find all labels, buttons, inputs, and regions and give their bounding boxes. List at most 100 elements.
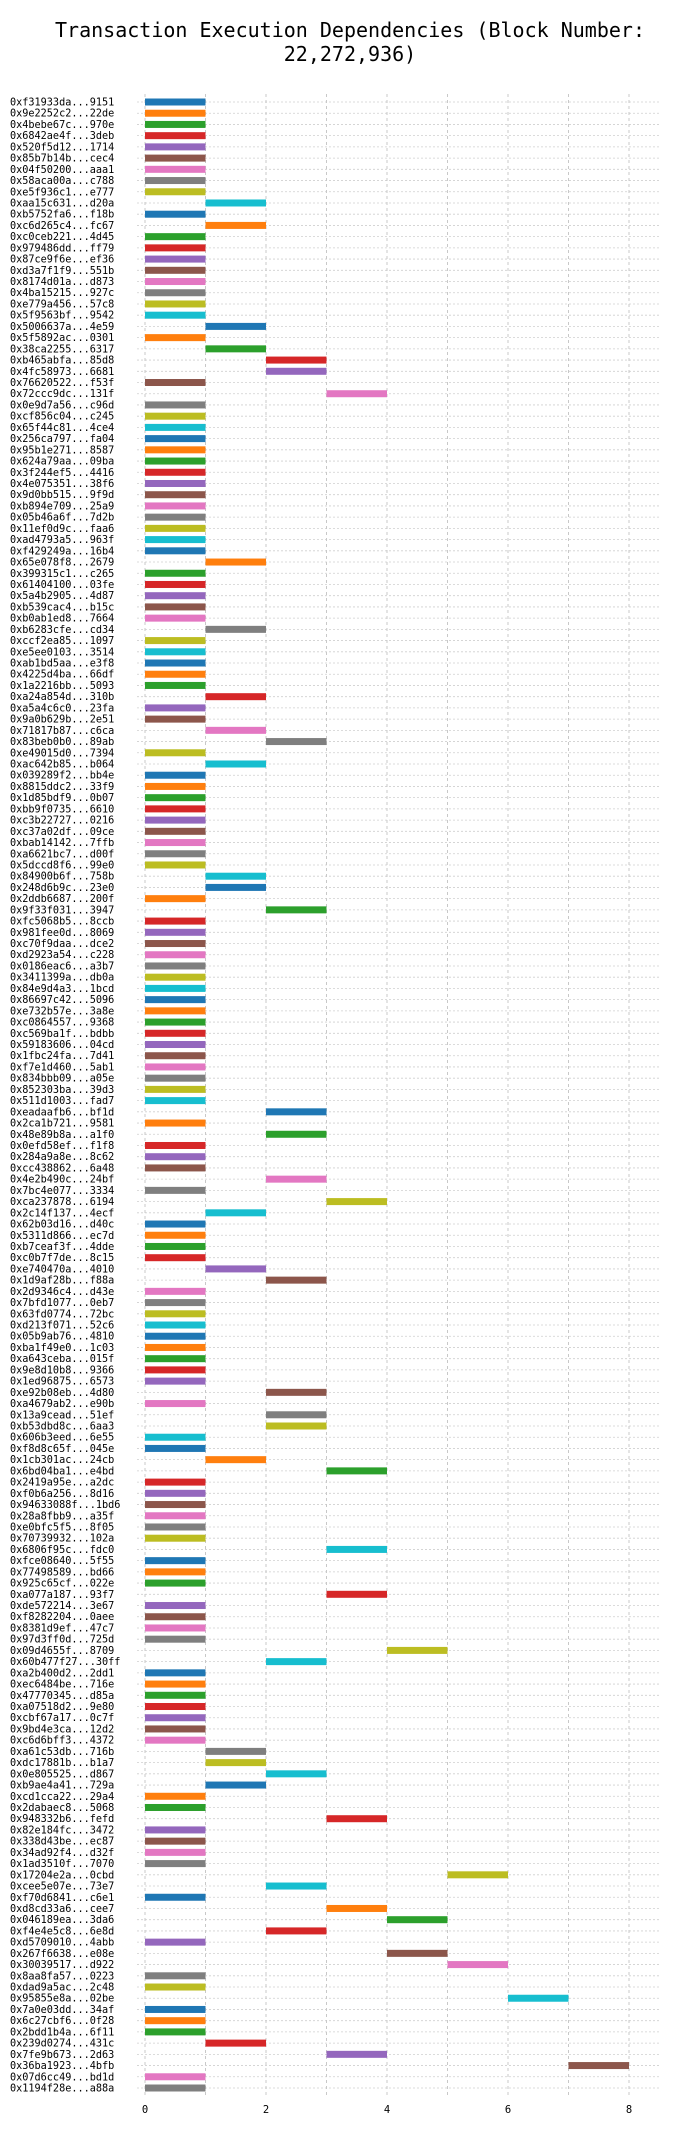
- dependency-bar: [145, 1579, 206, 1587]
- transaction-label: 0x61404100...03fe: [10, 580, 114, 591]
- transaction-label: 0x34ad92f4...d32f: [10, 1848, 114, 1859]
- dependency-bar: [145, 637, 206, 645]
- dependency-bar: [145, 547, 206, 555]
- transaction-label: 0x1fbc24fa...7d41: [10, 1051, 114, 1062]
- transaction-label: 0x84900b6f...758b: [10, 872, 114, 883]
- transaction-label: 0x8815ddc2...33f9: [10, 782, 114, 793]
- transaction-label: 0xaa15c631...d20a: [10, 198, 114, 209]
- dependency-bar: [205, 883, 266, 891]
- transaction-label: 0x2dabaec8...5068: [10, 1803, 114, 1814]
- dependency-bar: [266, 1130, 327, 1138]
- dependency-bar: [145, 1938, 206, 1946]
- dependency-bar: [145, 300, 206, 308]
- transaction-label: 0xeadaafb6...bf1d: [10, 1107, 114, 1118]
- transaction-label: 0x1d85bdf9...0b07: [10, 793, 114, 804]
- transaction-label: 0x9f33f031...3947: [10, 905, 114, 916]
- transaction-label: 0xb5752fa6...f18b: [10, 210, 114, 221]
- dependency-bar: [145, 1007, 206, 1015]
- dependency-bar: [145, 1041, 206, 1049]
- transaction-label: 0x95b1e271...8587: [10, 445, 114, 456]
- transaction-label: 0x8381d9ef...47c7: [10, 1623, 114, 1634]
- transaction-label: 0x981fee0d...8069: [10, 928, 114, 939]
- dependency-bar: [145, 1736, 206, 1744]
- transaction-label: 0xa6621bc7...d00f: [10, 849, 114, 860]
- x-tick-label: 0: [142, 2104, 148, 2116]
- transaction-label: 0x624a79aa...09ba: [10, 457, 114, 468]
- transaction-label: 0x0e9d7a56...c96d: [10, 400, 114, 411]
- dependency-bar: [145, 1287, 206, 1295]
- transaction-label: 0x04f50200...aaa1: [10, 165, 114, 176]
- dependency-bar: [145, 2084, 206, 2092]
- transaction-label: 0x83beb0b0...89ab: [10, 737, 114, 748]
- x-tick-label: 2: [263, 2104, 269, 2116]
- dependency-bar: [205, 760, 266, 768]
- transaction-label: 0x7bfd1077...0eb7: [10, 1298, 114, 1309]
- dependency-bar: [145, 827, 206, 835]
- dependency-bar: [508, 1994, 569, 2002]
- dependency-bar: [145, 805, 206, 813]
- transaction-label: 0xf70d6841...c6e1: [10, 1893, 114, 1904]
- dependency-bar: [145, 457, 206, 465]
- transaction-label: 0x2c14f137...4ecf: [10, 1208, 114, 1219]
- transaction-label: 0x520f5d12...1714: [10, 142, 114, 153]
- transaction-label: 0x9e2252c2...22de: [10, 109, 114, 120]
- dependency-bar: [266, 738, 327, 746]
- dependency-bar: [145, 289, 206, 297]
- transaction-label: 0x5f9563bf...9542: [10, 311, 114, 322]
- dependency-bar: [145, 311, 206, 319]
- transaction-label: 0x1194f28e...a88a: [10, 2084, 114, 2095]
- transaction-label: 0x09d4655f...8709: [10, 1646, 114, 1657]
- transaction-label: 0x979486dd...ff79: [10, 243, 114, 254]
- transaction-label: 0x59183606...04cd: [10, 1040, 114, 1051]
- transaction-label: 0xa643ceba...015f: [10, 1354, 114, 1365]
- transaction-label: 0x8174d01a...d873: [10, 277, 114, 288]
- dependency-bar: [145, 1231, 206, 1239]
- transaction-label: 0x30039517...d922: [10, 1960, 114, 1971]
- dependency-bar: [568, 2062, 629, 2070]
- transaction-label: 0xe5ee0103...3514: [10, 647, 114, 658]
- dependency-bar: [145, 491, 206, 499]
- dependency-bar: [145, 1085, 206, 1093]
- transaction-label: 0x63fd0774...72bc: [10, 1309, 114, 1320]
- transaction-label: 0xab1bd5aa...e3f8: [10, 659, 114, 670]
- transaction-label: 0xa077a187...93f7: [10, 1590, 114, 1601]
- transaction-label: 0x5a4b2905...4d87: [10, 591, 114, 602]
- dependency-bar: [326, 2050, 387, 2058]
- transaction-label: 0x36ba1923...4bfb: [10, 2061, 114, 2072]
- transaction-label: 0x28a8fbb9...a35f: [10, 1511, 114, 1522]
- transaction-label: 0xccf2ea85...1097: [10, 636, 114, 647]
- transaction-label: 0x7a0e03dd...34af: [10, 2005, 114, 2016]
- transaction-label: 0x2bdd1b4a...6f11: [10, 2027, 114, 2038]
- transaction-label: 0xb9ae4a41...729a: [10, 1781, 114, 1792]
- dependency-bar: [145, 1534, 206, 1542]
- transaction-label: 0x9e8d10b8...9366: [10, 1365, 114, 1376]
- dependency-bar: [145, 1714, 206, 1722]
- transaction-label: 0xe0bfc5f5...8f05: [10, 1522, 114, 1533]
- dependency-bar: [145, 513, 206, 521]
- dependency-bar: [145, 98, 206, 106]
- dependency-bar: [387, 1646, 448, 1654]
- transaction-label: 0xbab14142...7ffb: [10, 838, 114, 849]
- dependency-bar: [145, 962, 206, 970]
- dependency-bar: [145, 165, 206, 173]
- dependency-bar: [266, 1411, 327, 1419]
- transaction-label: 0x72ccc9dc...131f: [10, 389, 114, 400]
- dependency-bar: [145, 1826, 206, 1834]
- dependency-bar: [145, 2028, 206, 2036]
- transaction-label: 0xb0ab1ed8...7664: [10, 614, 114, 625]
- dependency-bar: [145, 1433, 206, 1441]
- transaction-label: 0xac642b85...b064: [10, 760, 114, 771]
- dependency-bar: [145, 1703, 206, 1711]
- dependency-bar: [145, 233, 206, 241]
- dependency-bar: [205, 558, 266, 566]
- transaction-label: 0x1ad3510f...7070: [10, 1859, 114, 1870]
- transaction-label: 0xc70f9daa...dce2: [10, 939, 114, 950]
- dependency-bar: [145, 1153, 206, 1161]
- transaction-label: 0xf429249a...16b4: [10, 546, 114, 557]
- transaction-label: 0x60b477f27...30ff: [10, 1657, 120, 1668]
- dependency-bar: [145, 1489, 206, 1497]
- dependency-bar: [266, 1882, 327, 1890]
- dependency-bar: [145, 2005, 206, 2013]
- dependency-bar: [266, 906, 327, 914]
- transaction-label: 0x5006637a...4e59: [10, 322, 114, 333]
